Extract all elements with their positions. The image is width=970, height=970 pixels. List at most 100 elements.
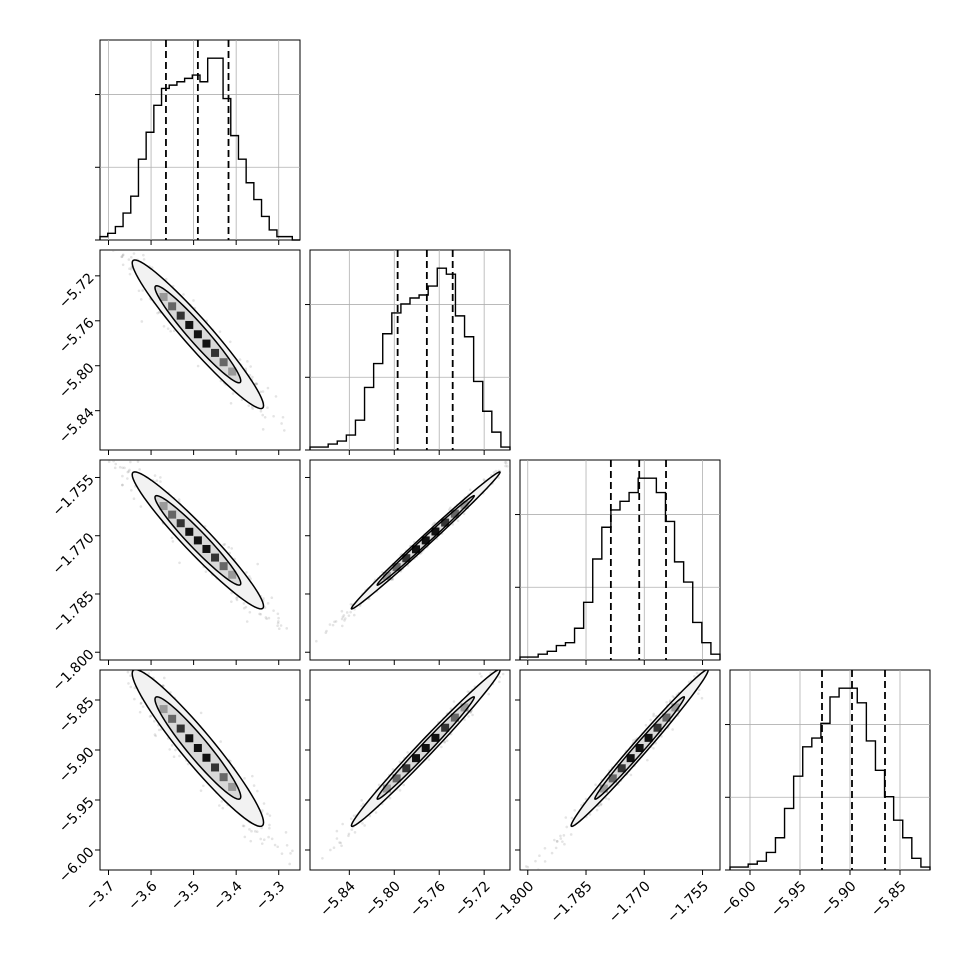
sample-point bbox=[360, 804, 363, 808]
sample-point bbox=[178, 561, 181, 565]
sample-point bbox=[268, 814, 272, 817]
sample-point bbox=[297, 450, 300, 453]
sample-point bbox=[153, 474, 157, 477]
sample-point bbox=[280, 852, 284, 855]
contour-line-inner bbox=[594, 696, 686, 800]
sample-point bbox=[344, 617, 347, 620]
sample-point bbox=[402, 783, 406, 787]
sample-point bbox=[526, 865, 530, 869]
sample-point bbox=[126, 477, 129, 480]
sample-point bbox=[298, 877, 301, 880]
sample-point bbox=[482, 478, 486, 481]
sample-point bbox=[174, 748, 177, 752]
sample-point bbox=[266, 602, 270, 605]
sample-point bbox=[543, 860, 547, 863]
sample-point bbox=[248, 575, 251, 578]
sample-point bbox=[347, 832, 351, 836]
sample-point bbox=[599, 802, 603, 806]
sample-point bbox=[168, 748, 172, 751]
sample-point bbox=[325, 629, 328, 633]
sample-point bbox=[149, 714, 153, 718]
sample-point bbox=[584, 797, 588, 801]
sample-point bbox=[334, 620, 338, 623]
contour-line-outer bbox=[131, 670, 265, 828]
density-cell bbox=[450, 509, 459, 518]
contour-line-inner bbox=[154, 284, 242, 384]
sample-point bbox=[129, 666, 132, 669]
histogram-panel-1 bbox=[305, 249, 511, 455]
contour-line-outer bbox=[131, 259, 265, 410]
sample-point bbox=[138, 661, 141, 664]
sample-point bbox=[349, 817, 353, 820]
sample-point bbox=[654, 741, 657, 745]
histogram-panel-0 bbox=[95, 39, 301, 245]
sample-point bbox=[347, 614, 351, 617]
sample-point bbox=[467, 715, 470, 718]
y-tick-label: −5.90 bbox=[56, 744, 98, 786]
sample-point bbox=[440, 745, 443, 749]
sample-point bbox=[270, 596, 274, 599]
sample-point bbox=[341, 615, 345, 619]
sample-point bbox=[466, 690, 470, 693]
sample-point bbox=[258, 612, 261, 616]
sample-point bbox=[509, 472, 510, 475]
sample-point bbox=[260, 826, 263, 830]
sample-point bbox=[107, 460, 111, 464]
sample-point bbox=[599, 803, 603, 807]
sample-point bbox=[480, 675, 483, 678]
sample-point bbox=[136, 460, 140, 463]
sample-point bbox=[559, 837, 563, 840]
sample-point bbox=[133, 686, 137, 690]
sample-point bbox=[246, 360, 249, 363]
sample-point bbox=[276, 621, 280, 625]
sample-point bbox=[288, 862, 291, 866]
sample-point bbox=[129, 685, 133, 689]
density-cell bbox=[460, 703, 469, 712]
contour-line-inner bbox=[376, 696, 476, 800]
sample-point bbox=[695, 671, 699, 675]
sample-point bbox=[388, 796, 392, 800]
sample-point bbox=[360, 799, 363, 802]
x-tick-label: −5.90 bbox=[818, 878, 860, 920]
sample-point bbox=[570, 816, 574, 820]
sample-point bbox=[265, 617, 269, 621]
sample-point bbox=[252, 784, 256, 787]
sample-point bbox=[161, 684, 165, 687]
sample-point bbox=[597, 804, 601, 807]
sample-point bbox=[497, 476, 501, 479]
sample-point bbox=[192, 299, 195, 302]
sample-point bbox=[196, 364, 200, 368]
sample-point bbox=[227, 545, 231, 549]
sample-point bbox=[505, 464, 509, 468]
density-cell bbox=[211, 348, 220, 357]
histogram-panel-2 bbox=[515, 459, 721, 665]
sample-point bbox=[166, 327, 170, 330]
sample-point bbox=[241, 824, 245, 828]
sample-point bbox=[132, 497, 136, 501]
y-tick-label: −5.76 bbox=[56, 315, 98, 357]
sample-point bbox=[218, 330, 222, 333]
sample-point bbox=[350, 828, 354, 831]
y-tick-label: −5.95 bbox=[56, 794, 98, 836]
sample-point bbox=[259, 390, 262, 394]
sample-point bbox=[501, 661, 504, 664]
density-cell bbox=[219, 562, 228, 571]
sample-point bbox=[230, 600, 233, 603]
sample-point bbox=[406, 751, 409, 754]
sample-point bbox=[255, 830, 259, 833]
contour-line-outer bbox=[570, 670, 709, 828]
density-cell bbox=[211, 553, 220, 562]
sample-point bbox=[268, 823, 271, 827]
sample-point bbox=[671, 728, 674, 731]
density-cell bbox=[671, 703, 680, 712]
sample-point bbox=[159, 476, 162, 479]
sample-point bbox=[527, 444, 530, 447]
sample-point bbox=[138, 468, 141, 471]
sample-point bbox=[150, 266, 154, 269]
density-cell bbox=[626, 754, 635, 763]
scatter-panel-1-0 bbox=[95, 249, 301, 455]
histogram-step-line bbox=[309, 267, 511, 450]
sample-point bbox=[498, 675, 502, 679]
density-cell bbox=[431, 527, 440, 536]
